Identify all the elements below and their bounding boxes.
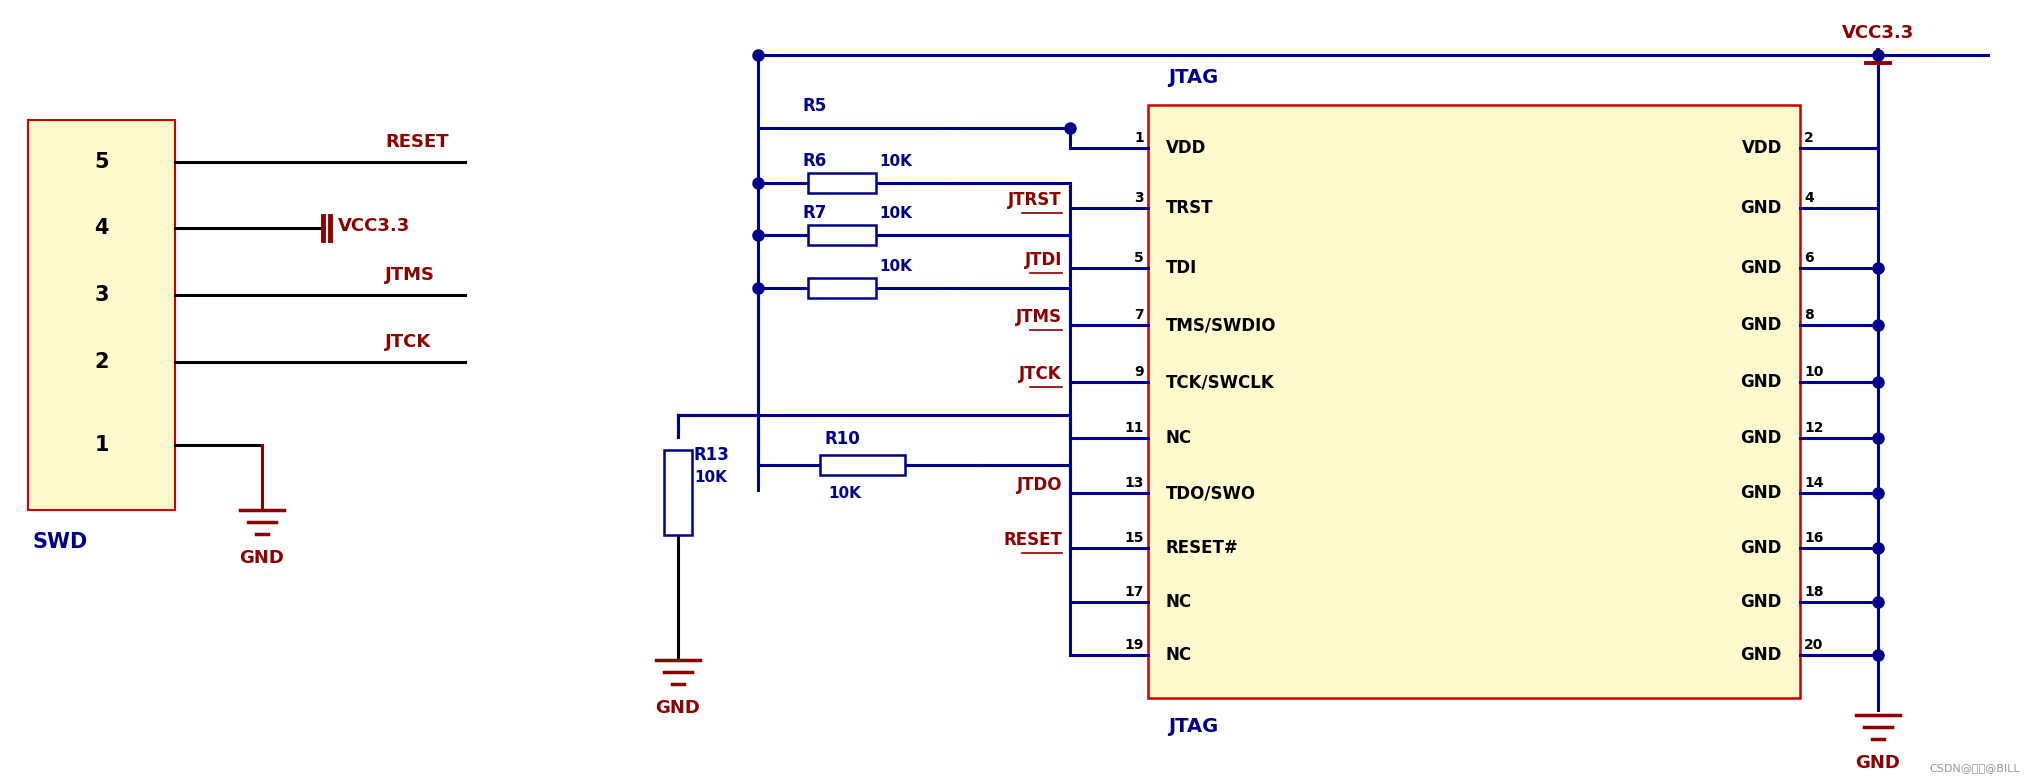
Text: TDO/SWO: TDO/SWO	[1166, 484, 1255, 502]
Text: GND: GND	[1740, 259, 1781, 277]
Text: GND: GND	[1740, 539, 1781, 557]
Bar	[807, 173, 876, 193]
Text: 4: 4	[94, 218, 108, 238]
Text: JTCK: JTCK	[385, 333, 432, 351]
Text: 9: 9	[1135, 365, 1143, 379]
Bar	[807, 278, 876, 298]
Text: GND: GND	[1740, 199, 1781, 217]
Text: GND: GND	[1855, 754, 1901, 772]
Text: JTDI: JTDI	[1025, 251, 1062, 269]
Text: VCC3.3: VCC3.3	[1842, 24, 1914, 42]
Text: NC: NC	[1166, 593, 1192, 611]
Text: 20: 20	[1804, 638, 1824, 652]
Bar	[807, 225, 876, 245]
Text: TCK/SWCLK: TCK/SWCLK	[1166, 373, 1274, 391]
Text: 7: 7	[1135, 308, 1143, 322]
Text: R5: R5	[803, 97, 827, 115]
Text: RESET#: RESET#	[1166, 539, 1239, 557]
Bar	[29, 120, 175, 510]
Text: GND: GND	[1740, 429, 1781, 447]
Text: 5: 5	[1135, 251, 1143, 265]
Text: NC: NC	[1166, 429, 1192, 447]
Text: SWD: SWD	[33, 532, 88, 552]
Bar	[1147, 105, 1800, 698]
Text: R7: R7	[803, 204, 827, 222]
Text: JTMS: JTMS	[385, 266, 434, 284]
Text: GND: GND	[1740, 593, 1781, 611]
Text: 11: 11	[1125, 421, 1143, 435]
Text: 10K: 10K	[878, 205, 911, 220]
Text: 10: 10	[1804, 365, 1824, 379]
Text: 18: 18	[1804, 585, 1824, 599]
Text: 6: 6	[1804, 251, 1814, 265]
Text: 17: 17	[1125, 585, 1143, 599]
Text: GND: GND	[656, 699, 701, 717]
Text: JTRST: JTRST	[1009, 191, 1062, 209]
Text: CSDN@高明@BILL: CSDN@高明@BILL	[1930, 763, 2020, 773]
Text: NC: NC	[1166, 646, 1192, 664]
Text: 8: 8	[1804, 308, 1814, 322]
Text: 1: 1	[94, 435, 108, 455]
Text: JTCK: JTCK	[1019, 365, 1062, 383]
Text: 3: 3	[94, 285, 108, 305]
Text: 19: 19	[1125, 638, 1143, 652]
Text: 5: 5	[94, 152, 108, 172]
Text: 10K: 10K	[878, 258, 911, 274]
Text: 10K: 10K	[878, 153, 911, 169]
Text: JTAG: JTAG	[1168, 68, 1219, 86]
Text: GND: GND	[1740, 316, 1781, 334]
Text: GND: GND	[1740, 484, 1781, 502]
Text: 13: 13	[1125, 476, 1143, 490]
Text: VDD: VDD	[1166, 139, 1206, 157]
Text: TMS/SWDIO: TMS/SWDIO	[1166, 316, 1276, 334]
Text: 2: 2	[1804, 131, 1814, 145]
Text: 3: 3	[1135, 191, 1143, 205]
Text: VCC3.3: VCC3.3	[338, 217, 410, 235]
Bar	[664, 450, 693, 535]
Text: GND: GND	[1740, 373, 1781, 391]
Text: 16: 16	[1804, 531, 1824, 545]
Text: R13: R13	[695, 446, 730, 464]
Text: 4: 4	[1804, 191, 1814, 205]
Text: RESET: RESET	[385, 133, 448, 151]
Text: 10K: 10K	[695, 469, 728, 485]
Text: 14: 14	[1804, 476, 1824, 490]
Text: 1: 1	[1135, 131, 1143, 145]
Text: GND: GND	[1740, 646, 1781, 664]
Text: JTDO: JTDO	[1017, 476, 1062, 494]
Text: VDD: VDD	[1742, 139, 1781, 157]
Text: 2: 2	[94, 352, 108, 372]
Text: R10: R10	[825, 430, 860, 448]
Text: 12: 12	[1804, 421, 1824, 435]
Text: TRST: TRST	[1166, 199, 1213, 217]
Bar	[819, 455, 905, 475]
Text: TDI: TDI	[1166, 259, 1196, 277]
Text: R6: R6	[803, 152, 827, 170]
Text: 10K: 10K	[827, 485, 860, 500]
Text: JTMS: JTMS	[1017, 308, 1062, 326]
Text: GND: GND	[240, 549, 285, 567]
Text: RESET: RESET	[1003, 531, 1062, 549]
Text: 15: 15	[1125, 531, 1143, 545]
Text: JTAG: JTAG	[1168, 717, 1219, 735]
